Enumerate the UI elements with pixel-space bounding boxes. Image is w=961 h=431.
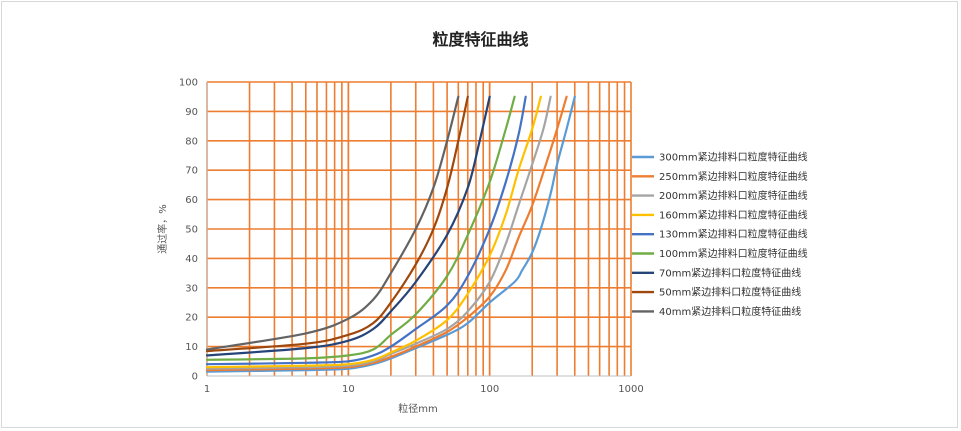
- x-tick-label: 1: [204, 384, 210, 395]
- y-tick-label: 100: [179, 78, 198, 89]
- y-tick-label: 70: [185, 166, 198, 177]
- series-line-6: [205, 95, 491, 357]
- legend-label: 70mm紧边排料口粒度特征曲线: [659, 266, 801, 279]
- legend: 300mm紧边排料口粒度特征曲线 250mm紧边排料口粒度特征曲线 200mm紧边排…: [632, 151, 808, 318]
- y-tick-label: 50: [185, 225, 198, 236]
- y-axis-label: 通过率，%: [156, 204, 169, 254]
- x-tick-label: 1000: [618, 384, 643, 395]
- grid-layer: [206, 81, 632, 376]
- series-line-0: [205, 95, 576, 373]
- x-axis-label: 粒径mm: [398, 402, 437, 415]
- series-line-1: [205, 95, 568, 372]
- y-tick-label: 60: [185, 195, 198, 206]
- y-tick-label: 0: [192, 372, 198, 383]
- series-line-2: [205, 95, 552, 370]
- legend-label: 250mm紧边排料口粒度特征曲线: [659, 170, 808, 183]
- y-tick-label: 30: [185, 283, 198, 294]
- x-tick-label: 10: [342, 384, 355, 395]
- legend-label: 40mm紧边排料口粒度特征曲线: [659, 305, 801, 318]
- series-line-5: [205, 95, 516, 361]
- series-line-8: [205, 95, 460, 351]
- series-line-4: [205, 95, 527, 366]
- y-tick-label: 90: [185, 107, 198, 118]
- series-line-3: [205, 95, 542, 369]
- y-tick-label: 40: [185, 254, 198, 265]
- chart-title: 粒度特征曲线: [432, 30, 529, 49]
- x-tick-label: 100: [480, 384, 499, 395]
- series-line-7: [205, 95, 469, 353]
- legend-label: 130mm紧边排料口粒度特征曲线: [659, 228, 808, 241]
- y-tick-label: 80: [185, 136, 198, 147]
- legend-label: 300mm紧边排料口粒度特征曲线: [659, 151, 808, 164]
- y-tick-label: 20: [185, 313, 198, 324]
- legend-label: 100mm紧边排料口粒度特征曲线: [659, 247, 808, 260]
- series-layer: [205, 95, 576, 373]
- legend-label: 50mm紧边排料口粒度特征曲线: [659, 286, 801, 299]
- legend-label: 160mm紧边排料口粒度特征曲线: [659, 208, 808, 221]
- y-tick-label: 10: [185, 342, 198, 353]
- legend-label: 200mm紧边排料口粒度特征曲线: [659, 189, 808, 202]
